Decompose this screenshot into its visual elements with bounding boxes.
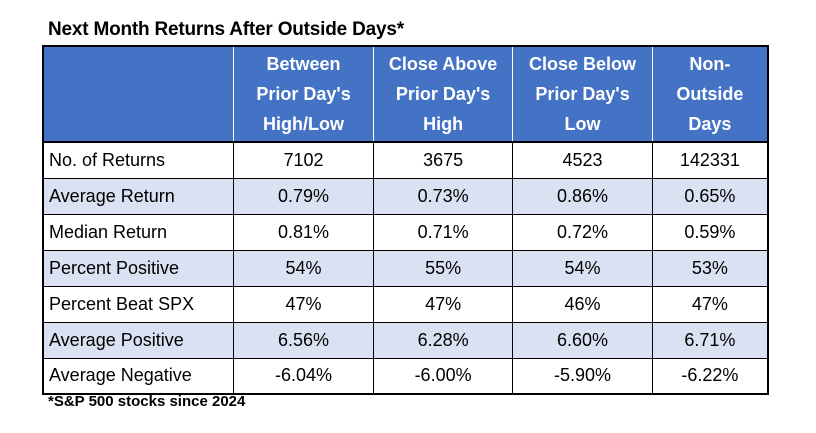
table-row: No. of Returns 7102 3675 4523 142331 xyxy=(43,141,768,178)
table-cell: 47% xyxy=(233,285,374,322)
header-between-prior-day-high-low: Between Prior Day's High/Low xyxy=(233,46,374,143)
table-row: Average Return 0.79% 0.73% 0.86% 0.65% xyxy=(43,177,768,214)
table-cell: 47% xyxy=(372,285,513,322)
row-label: Percent Beat SPX xyxy=(43,285,234,322)
row-label: Average Negative xyxy=(43,357,234,394)
row-label: No. of Returns xyxy=(43,141,234,178)
table-row: Percent Beat SPX 47% 47% 46% 47% xyxy=(43,285,768,322)
table-cell: 54% xyxy=(512,249,653,286)
table-title: Next Month Returns After Outside Days* xyxy=(48,19,404,40)
header-line: Outside xyxy=(676,84,744,104)
header-line: Low xyxy=(564,114,601,134)
row-label: Median Return xyxy=(43,213,234,250)
table-cell: 55% xyxy=(372,249,513,286)
header-line: Prior Day's xyxy=(395,84,491,104)
table-row: Median Return 0.81% 0.71% 0.72% 0.59% xyxy=(43,213,768,250)
table-row: Average Positive 6.56% 6.28% 6.60% 6.71% xyxy=(43,321,768,358)
header-line: High/Low xyxy=(263,114,345,134)
table-cell: 54% xyxy=(233,249,374,286)
table-cell: 6.71% xyxy=(651,321,768,358)
table-cell: 0.72% xyxy=(512,213,653,250)
row-label: Percent Positive xyxy=(43,249,234,286)
table-cell: 6.28% xyxy=(372,321,513,358)
header-line: Between xyxy=(266,54,341,74)
table-cell: 3675 xyxy=(372,141,513,178)
header-close-below-prior-day-low: Close Below Prior Day's Low xyxy=(512,46,653,143)
table-cell: 0.59% xyxy=(651,213,768,250)
table-cell: 6.56% xyxy=(233,321,374,358)
table-cell: 6.60% xyxy=(512,321,653,358)
header-non-outside-days: Non- Outside Days xyxy=(651,46,768,143)
table-cell: -6.22% xyxy=(651,357,768,394)
table-cell: 53% xyxy=(651,249,768,286)
table-cell: -6.00% xyxy=(372,357,513,394)
footnote: *S&P 500 stocks since 2024 xyxy=(48,393,246,410)
table-cell: 46% xyxy=(512,285,653,322)
row-label: Average Return xyxy=(43,177,234,214)
header-corner xyxy=(43,46,234,143)
table-cell: 0.79% xyxy=(233,177,374,214)
row-label: Average Positive xyxy=(43,321,234,358)
table-cell: 0.65% xyxy=(651,177,768,214)
table-row: Percent Positive 54% 55% 54% 53% xyxy=(43,249,768,286)
table-cell: 0.71% xyxy=(372,213,513,250)
table-row: Average Negative -6.04% -6.00% -5.90% -6… xyxy=(43,357,768,394)
header-line: Close Above xyxy=(388,54,498,74)
table-cell: 4523 xyxy=(512,141,653,178)
table-cell: -6.04% xyxy=(233,357,374,394)
header-line: Prior Day's xyxy=(256,84,351,104)
header-line: Days xyxy=(688,114,732,134)
returns-table: Between Prior Day's High/Low Close Above… xyxy=(42,45,769,395)
table-cell: 142331 xyxy=(651,141,768,178)
table-cell: 0.86% xyxy=(512,177,653,214)
table-cell: 0.73% xyxy=(372,177,513,214)
table-cell: -5.90% xyxy=(512,357,653,394)
table-cell: 7102 xyxy=(233,141,374,178)
header-close-above-prior-day-high: Close Above Prior Day's High xyxy=(372,46,513,143)
header-line: Prior Day's xyxy=(535,84,630,104)
table-cell: 47% xyxy=(651,285,768,322)
header-line: Non- xyxy=(689,54,731,74)
table-cell: 0.81% xyxy=(233,213,374,250)
header-row: Between Prior Day's High/Low Close Above… xyxy=(43,46,768,143)
header-line: Close Below xyxy=(529,54,637,74)
header-line: High xyxy=(423,114,464,134)
